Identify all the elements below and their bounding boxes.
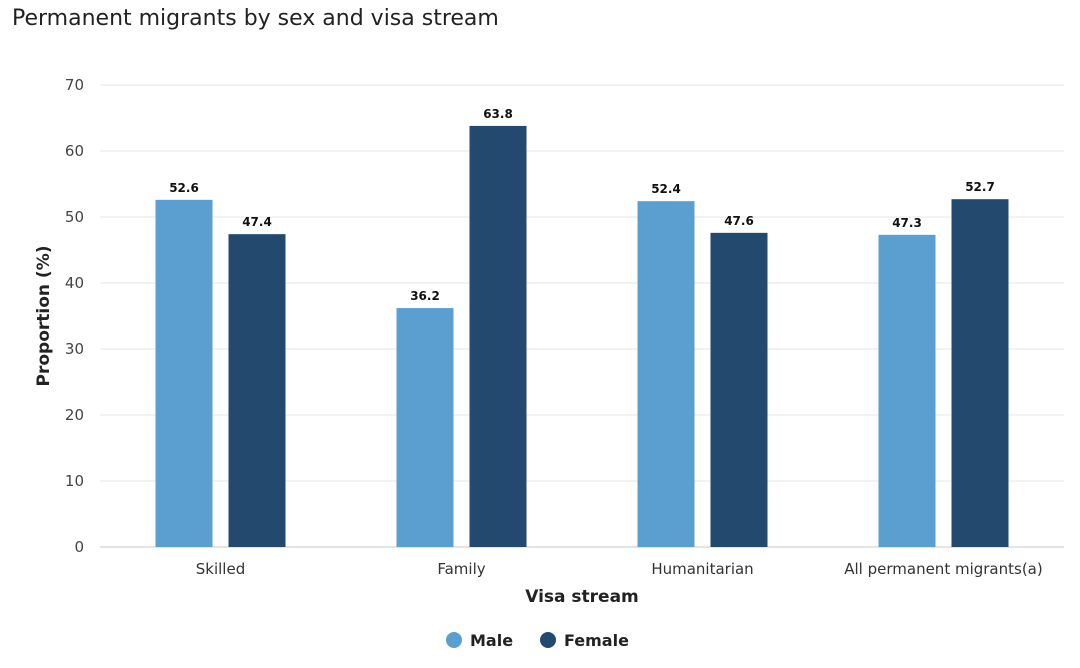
y-tick-label: 30 — [65, 340, 84, 358]
y-axis-title: Proportion (%) — [34, 246, 54, 387]
bar-male[interactable] — [878, 234, 936, 547]
x-axis-title: Visa stream — [525, 587, 639, 607]
legend-swatch — [446, 632, 462, 648]
data-label: 36.2 — [410, 289, 440, 303]
bar-female[interactable] — [228, 234, 286, 547]
bar-female[interactable] — [710, 232, 768, 547]
y-tick-label: 60 — [65, 142, 84, 160]
bar-female[interactable] — [469, 125, 527, 548]
x-category-label: All permanent migrants(a) — [844, 560, 1042, 578]
data-label: 52.4 — [651, 182, 681, 196]
x-category-label: Humanitarian — [651, 560, 753, 578]
data-label: 47.6 — [724, 214, 754, 228]
legend-item-male[interactable]: Male — [446, 631, 513, 650]
chart-title: Permanent migrants by sex and visa strea… — [12, 6, 499, 31]
data-label: 47.3 — [892, 216, 922, 230]
y-tick-label: 20 — [65, 406, 84, 424]
data-label: 63.8 — [483, 107, 513, 121]
y-tick-label: 50 — [65, 208, 84, 226]
data-label: 52.7 — [965, 180, 995, 194]
y-tick-label: 10 — [65, 472, 84, 490]
legend-label: Male — [470, 631, 513, 650]
legend-label: Female — [564, 631, 629, 650]
y-tick-label: 70 — [65, 76, 84, 94]
bar-male[interactable] — [155, 199, 213, 547]
legend-swatch — [540, 632, 556, 648]
y-tick-label: 40 — [65, 274, 84, 292]
bar-female[interactable] — [951, 199, 1009, 547]
x-category-label: Skilled — [196, 560, 245, 578]
x-category-label: Family — [437, 560, 485, 578]
data-label: 47.4 — [242, 215, 272, 229]
bar-male[interactable] — [396, 308, 454, 547]
legend-item-female[interactable]: Female — [540, 631, 629, 650]
y-tick-label: 0 — [74, 538, 84, 556]
bar-male[interactable] — [637, 201, 695, 547]
data-label: 52.6 — [169, 181, 199, 195]
